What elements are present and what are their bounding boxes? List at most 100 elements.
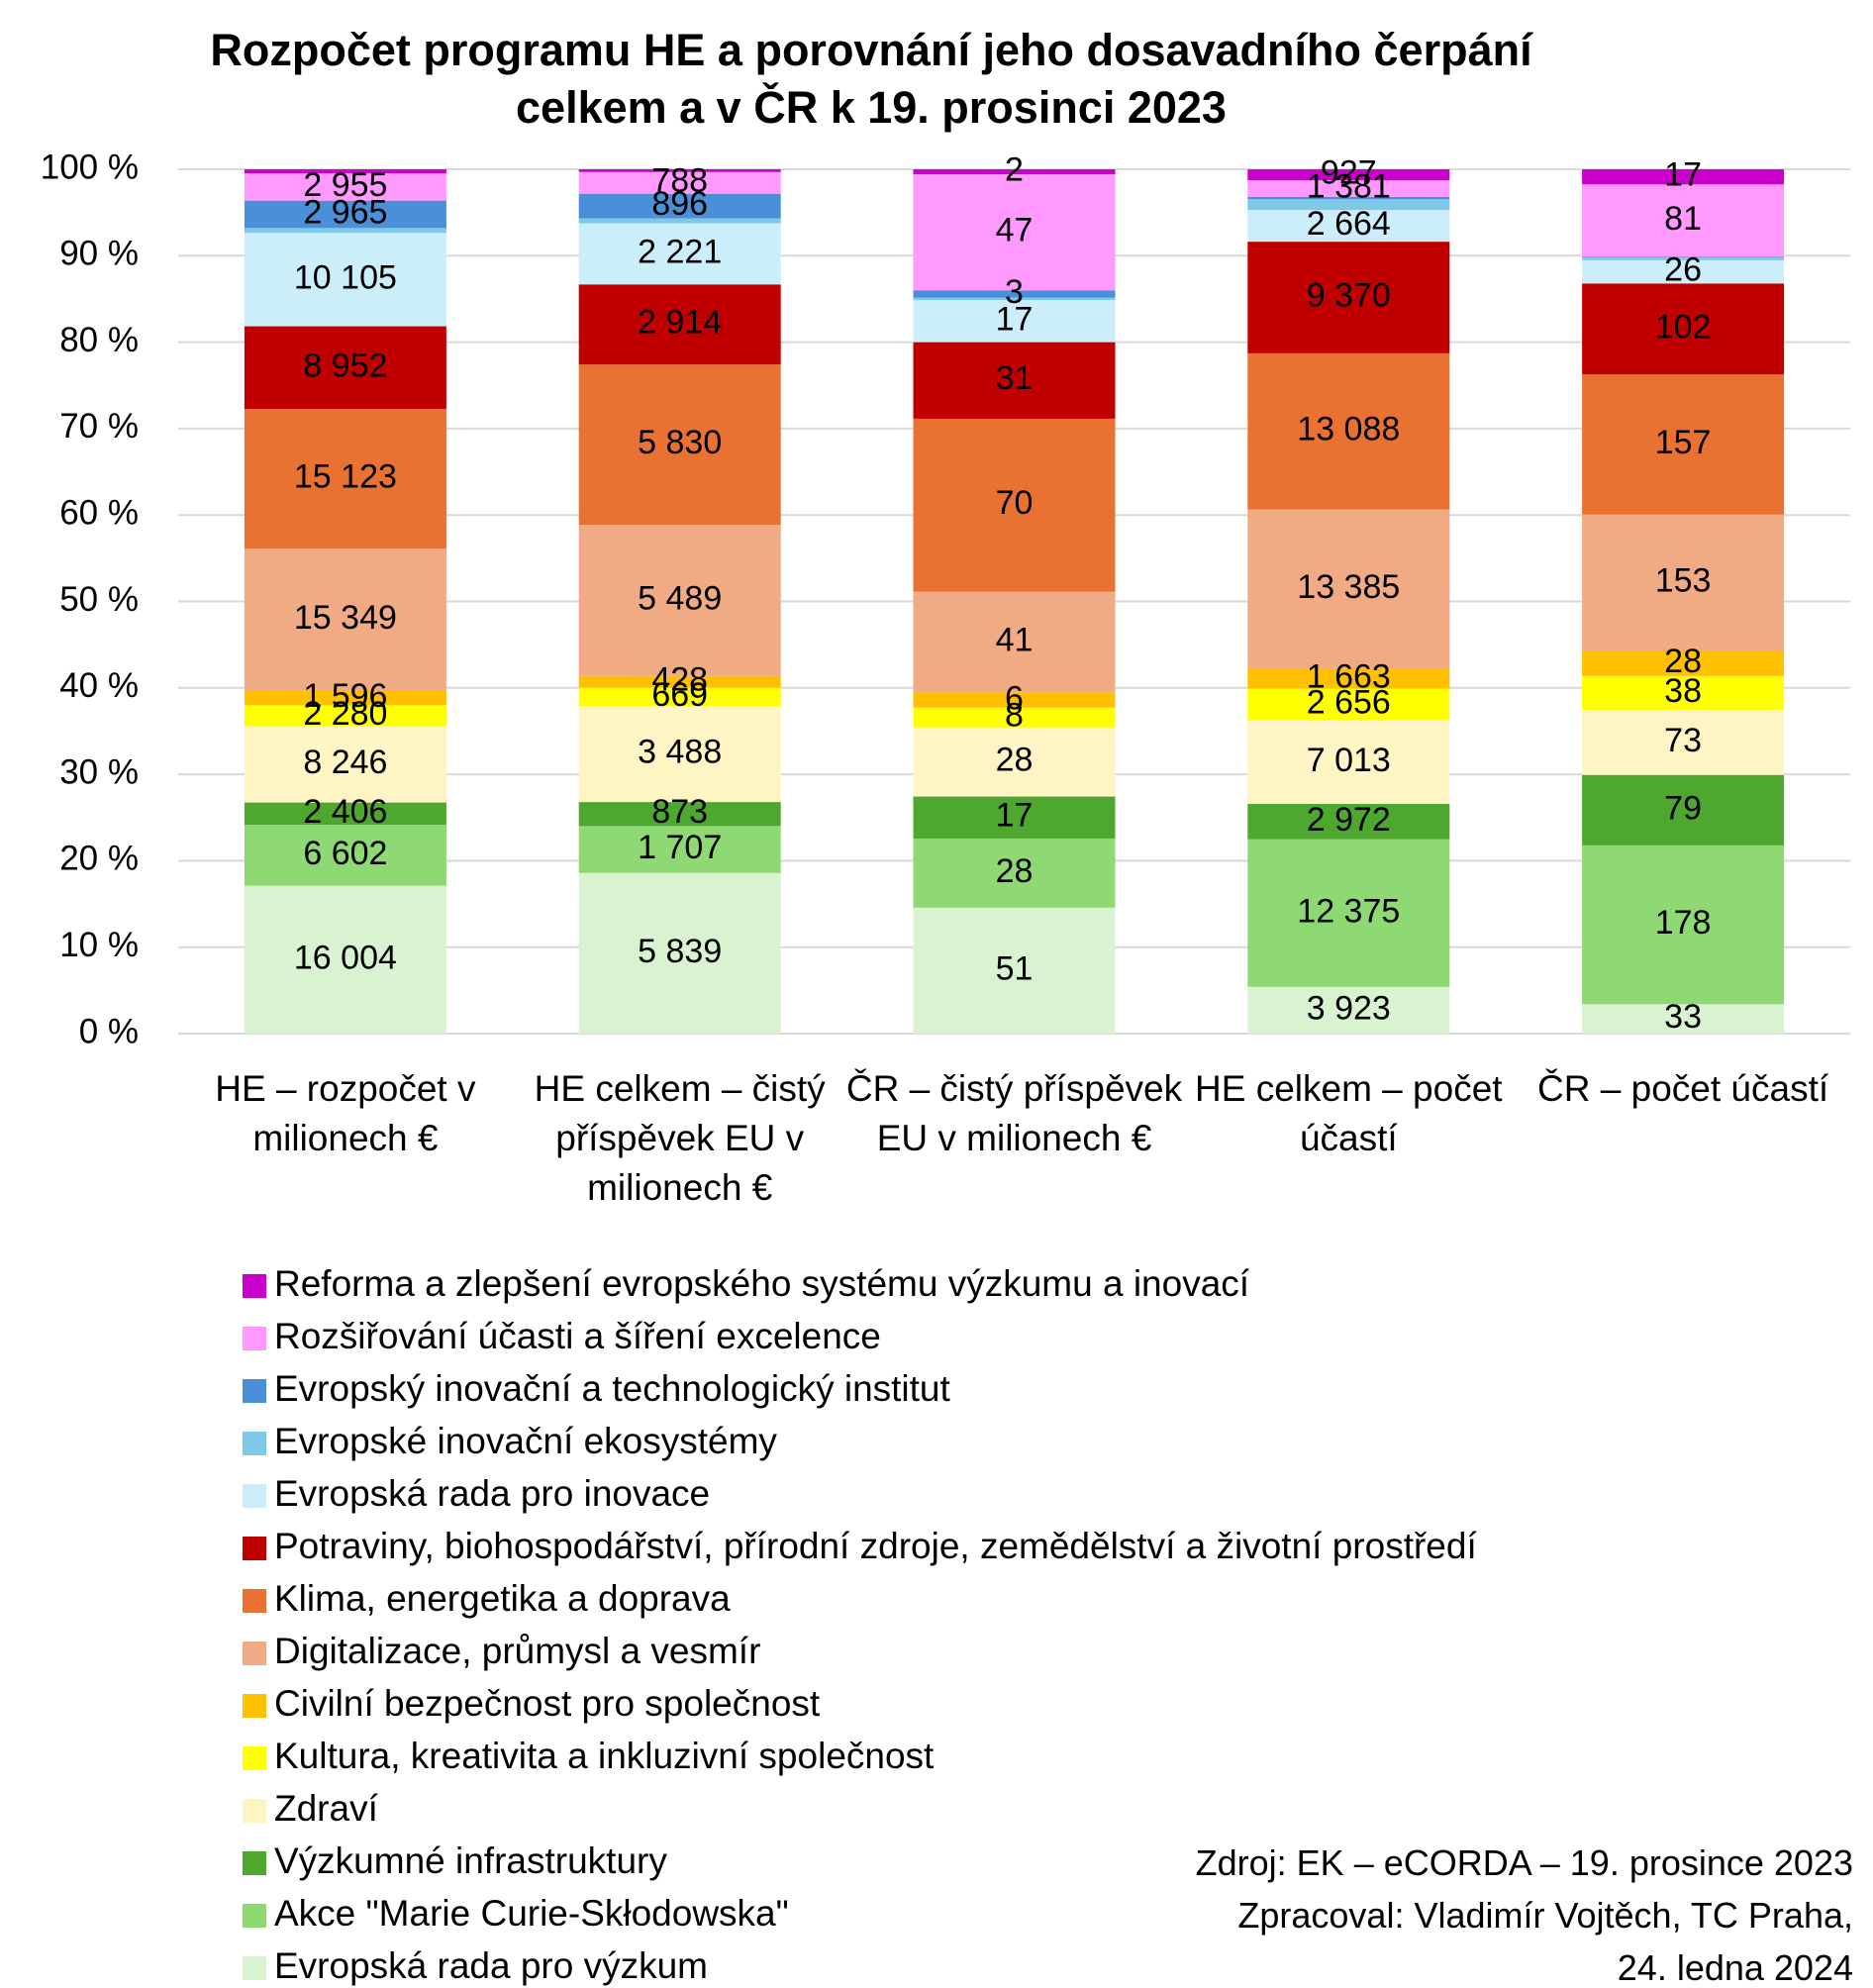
data-label: 28 bbox=[996, 852, 1034, 890]
legend-swatch bbox=[243, 1537, 266, 1560]
source-note: Zpracoval: Vladimír Vojtěch, TC Praha, bbox=[1237, 1895, 1853, 1936]
legend-label: Výzkumné infrastruktury bbox=[274, 1840, 667, 1881]
legend-label: Rozšiřování účasti a šíření excelence bbox=[274, 1316, 881, 1356]
legend-label: Kultura, kreativita a inkluzivní společn… bbox=[274, 1736, 935, 1776]
bar-segment bbox=[1582, 709, 1785, 775]
data-label: 1 707 bbox=[638, 829, 722, 866]
bar-segment bbox=[913, 418, 1116, 592]
bar-segment bbox=[1582, 650, 1785, 676]
data-label: 3 bbox=[1005, 273, 1024, 311]
bar-segment bbox=[578, 675, 781, 688]
bar-segment bbox=[1247, 169, 1450, 181]
data-label: 8 952 bbox=[303, 347, 387, 384]
bar-segment bbox=[1582, 169, 1785, 185]
bar-segment bbox=[244, 705, 446, 727]
data-label: 873 bbox=[651, 793, 708, 831]
data-label: 669 bbox=[651, 676, 708, 714]
bar-segment bbox=[1247, 804, 1450, 840]
data-label: 428 bbox=[651, 661, 708, 699]
data-label: 15 123 bbox=[294, 458, 397, 496]
data-label: 2 406 bbox=[303, 793, 387, 831]
bar-segment bbox=[244, 200, 446, 229]
legend-swatch bbox=[243, 1484, 266, 1508]
data-label: 2 664 bbox=[1307, 205, 1391, 243]
data-label: 41 bbox=[996, 622, 1034, 659]
legend-label: Digitalizace, průmysl a vesmír bbox=[274, 1631, 760, 1671]
bar-segment bbox=[578, 169, 781, 172]
data-label: 51 bbox=[996, 949, 1034, 987]
data-label: 2 972 bbox=[1307, 801, 1391, 839]
data-label: 1 596 bbox=[303, 677, 387, 715]
bar-segment bbox=[1582, 257, 1785, 260]
data-label: 81 bbox=[1664, 200, 1702, 238]
legend-swatch bbox=[243, 1746, 266, 1770]
data-label: 6 bbox=[1005, 679, 1024, 717]
bar-segment bbox=[1582, 283, 1785, 375]
bar-segment bbox=[1582, 374, 1785, 515]
data-label: 15 349 bbox=[294, 599, 397, 637]
bar-segment bbox=[244, 690, 446, 706]
data-label: 102 bbox=[1655, 308, 1712, 346]
bar-segment bbox=[244, 409, 446, 549]
bar-segment bbox=[578, 223, 781, 285]
x-tick-label: HE celkem – čistý příspěvek EU v milione… bbox=[534, 1068, 826, 1208]
bar-segment bbox=[1582, 675, 1785, 710]
bar-segment bbox=[244, 802, 446, 826]
data-label: 3 923 bbox=[1307, 989, 1391, 1027]
y-tick-label: 80 % bbox=[59, 321, 139, 359]
data-label: 157 bbox=[1655, 424, 1712, 461]
legend-label: Evropská rada pro výzkum bbox=[274, 1945, 708, 1986]
data-label: 153 bbox=[1655, 562, 1712, 600]
bar-segment bbox=[913, 297, 1116, 301]
bar-segment bbox=[913, 907, 1116, 1034]
data-label: 2 221 bbox=[638, 233, 722, 270]
data-label: 47 bbox=[996, 212, 1034, 249]
bar-segment bbox=[1247, 509, 1450, 669]
data-label: 178 bbox=[1655, 904, 1712, 942]
bar-segment bbox=[578, 284, 781, 365]
bar-segment bbox=[578, 171, 781, 194]
data-label: 38 bbox=[1664, 672, 1702, 710]
source-note: 24. ledna 2024 bbox=[1617, 1947, 1853, 1988]
bar-segment bbox=[1247, 720, 1450, 805]
bar-segment bbox=[913, 342, 1116, 419]
y-tick-label: 60 % bbox=[59, 493, 139, 532]
bar-segment bbox=[1582, 1004, 1785, 1034]
data-label: 9 370 bbox=[1307, 276, 1391, 314]
bar-segment bbox=[578, 218, 781, 224]
x-tick-label: ČR – počet účastí bbox=[1537, 1068, 1829, 1109]
data-label: 927 bbox=[1321, 154, 1377, 192]
bar-segment bbox=[244, 326, 446, 410]
chart-title: Rozpočet programu HE a porovnání jeho do… bbox=[210, 25, 1532, 133]
data-label: 28 bbox=[1664, 643, 1702, 680]
legend-label: Zdraví bbox=[274, 1788, 379, 1829]
data-label: 5 839 bbox=[638, 933, 722, 970]
data-label: 26 bbox=[1664, 251, 1702, 289]
bar-segment bbox=[578, 525, 781, 676]
legend-swatch bbox=[243, 1589, 266, 1613]
source-note: Zdroj: EK – eCORDA – 19. prosince 2023 bbox=[1195, 1842, 1853, 1883]
legend-swatch bbox=[243, 1327, 266, 1350]
bar-segment bbox=[244, 825, 446, 886]
bar-segment bbox=[913, 692, 1116, 708]
bar-segment bbox=[578, 706, 781, 803]
bar-segment bbox=[1582, 259, 1785, 284]
bar-segment bbox=[244, 233, 446, 327]
data-label: 788 bbox=[651, 162, 708, 200]
bar-segment bbox=[1247, 196, 1450, 200]
bar-segment bbox=[1247, 839, 1450, 987]
data-label: 33 bbox=[1664, 998, 1702, 1036]
bar-segment bbox=[1247, 668, 1450, 689]
bar-segment bbox=[1247, 180, 1450, 197]
bar-segment bbox=[1247, 242, 1450, 353]
x-tick-label: ČR – čistý příspěvek EU v milionech € bbox=[845, 1068, 1183, 1158]
y-tick-label: 50 % bbox=[59, 580, 139, 619]
y-tick-label: 30 % bbox=[59, 752, 139, 791]
bar-segment bbox=[578, 872, 781, 1034]
data-label: 73 bbox=[1664, 722, 1702, 759]
y-tick-label: 40 % bbox=[59, 666, 139, 705]
legend-label: Klima, energetika a doprava bbox=[274, 1578, 731, 1619]
data-label: 5 830 bbox=[638, 424, 722, 461]
data-label: 2 bbox=[1005, 150, 1024, 188]
bar-segment bbox=[244, 548, 446, 691]
